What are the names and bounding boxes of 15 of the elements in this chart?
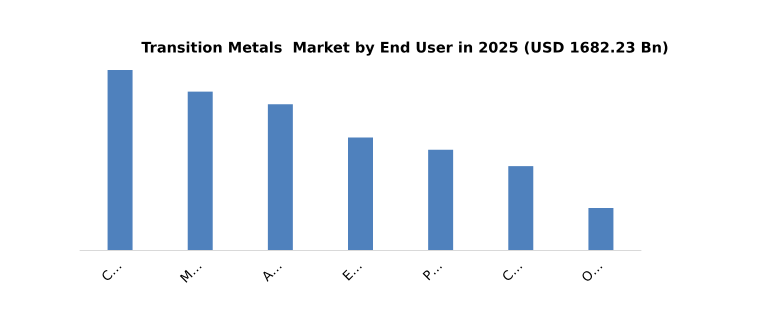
bar — [188, 92, 213, 250]
bar — [108, 70, 133, 250]
chart-title: Transition Metals Market by End User in 2025 (USD 1682.23 Bn) — [141, 40, 669, 56]
x-tick-label: A… — [260, 258, 286, 285]
x-tick-label: P… — [420, 258, 446, 284]
bar — [348, 138, 373, 250]
x-tick-label: M… — [178, 258, 206, 286]
bar — [588, 208, 614, 250]
x-tick-label: O… — [579, 258, 606, 286]
bar — [508, 166, 534, 250]
x-tick-label: C… — [500, 258, 526, 285]
bar — [268, 104, 293, 250]
bar — [428, 150, 454, 250]
x-tick-label: E… — [340, 258, 366, 284]
x-tick-label: C… — [99, 258, 126, 285]
